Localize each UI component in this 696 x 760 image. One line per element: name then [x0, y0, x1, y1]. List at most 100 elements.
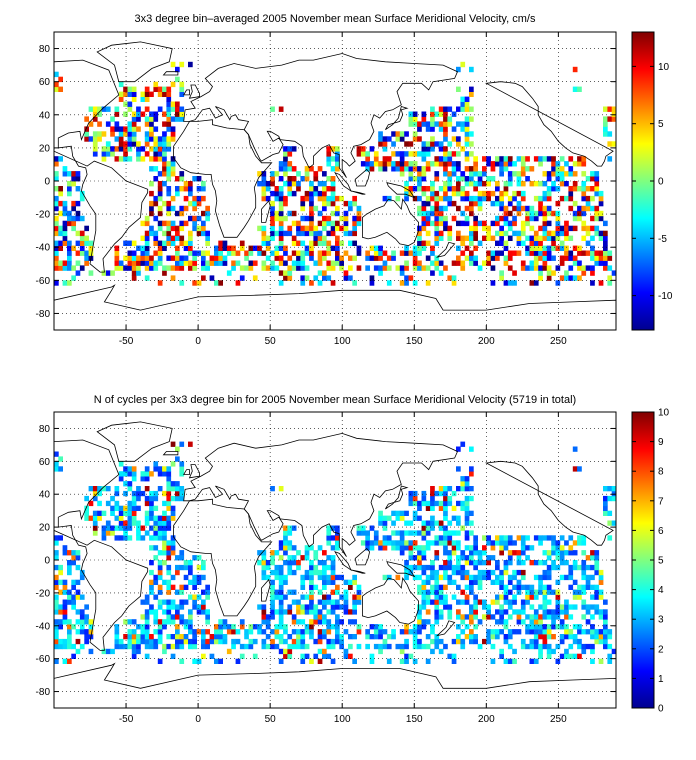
heatmap-cell	[231, 245, 236, 251]
heatmap-cell	[495, 220, 500, 227]
heatmap-cell	[391, 141, 396, 147]
heatmap-cell	[296, 181, 301, 187]
heatmap-cell	[538, 270, 543, 276]
heatmap-cell	[430, 111, 435, 117]
heatmap-cell	[123, 643, 128, 650]
heatmap-cell	[555, 624, 561, 630]
heatmap-cell	[170, 171, 176, 177]
heatmap-cell	[330, 624, 336, 630]
heatmap-cell	[568, 190, 574, 197]
heatmap-cell	[542, 569, 548, 576]
heatmap-cell	[157, 156, 163, 162]
heatmap-cell	[67, 220, 72, 227]
heatmap-cell	[170, 240, 176, 246]
heatmap-cell	[326, 624, 332, 630]
heatmap-cell	[110, 495, 115, 502]
heatmap-cell	[296, 255, 301, 261]
heatmap-cell	[179, 614, 185, 620]
heatmap-cell	[270, 560, 275, 566]
heatmap-cell	[283, 270, 288, 276]
heatmap-cell	[451, 111, 457, 117]
heatmap-cell	[425, 505, 431, 511]
heatmap-cell	[183, 220, 189, 227]
heatmap-cell	[278, 205, 284, 212]
heatmap-cell	[456, 515, 461, 521]
heatmap-cell	[335, 146, 340, 152]
heatmap-cell	[201, 265, 206, 271]
heatmap-cell	[287, 525, 293, 531]
heatmap-cell	[335, 535, 340, 541]
heatmap-cell	[594, 171, 600, 177]
heatmap-cell	[460, 550, 466, 556]
heatmap-cell	[516, 171, 522, 177]
heatmap-cell	[564, 604, 569, 610]
heatmap-cell	[317, 240, 323, 246]
heatmap-cell	[153, 176, 159, 182]
heatmap-cell	[287, 530, 293, 536]
heatmap-cell	[335, 245, 340, 251]
heatmap-cell	[278, 569, 284, 576]
heatmap-cell	[287, 210, 293, 217]
heatmap-cell	[451, 190, 457, 197]
heatmap-cell	[434, 579, 440, 585]
heatmap-cell	[529, 545, 535, 551]
heatmap-cell	[140, 634, 146, 640]
heatmap-cell	[499, 619, 504, 625]
heatmap-cell	[404, 131, 409, 137]
heatmap-cell	[542, 604, 548, 610]
heatmap-cell	[520, 638, 526, 645]
heatmap-cell	[603, 638, 608, 645]
heatmap-cell	[421, 176, 427, 182]
heatmap-cell	[348, 240, 353, 246]
heatmap-cell	[469, 584, 474, 590]
heatmap-cell	[201, 604, 206, 610]
heatmap-cell	[572, 604, 578, 610]
heatmap-cell	[304, 245, 310, 251]
heatmap-cell	[71, 643, 76, 650]
heatmap-cell	[166, 564, 172, 571]
heatmap-cell	[300, 574, 306, 581]
heatmap-cell	[101, 525, 107, 531]
heatmap-cell	[175, 176, 180, 182]
heatmap-cell	[153, 235, 159, 241]
heatmap-cell	[54, 594, 59, 600]
heatmap-cell	[542, 260, 548, 266]
heatmap-cell	[162, 560, 167, 566]
heatmap-cell	[291, 265, 297, 271]
heatmap-cell	[188, 265, 193, 271]
heatmap-cell	[434, 594, 440, 600]
heatmap-cell	[542, 589, 548, 595]
heatmap-cell	[555, 540, 561, 546]
heatmap-cell	[322, 574, 327, 581]
heatmap-cell	[62, 619, 68, 625]
heatmap-cell	[469, 471, 474, 477]
heatmap-cell	[564, 560, 569, 566]
heatmap-cell	[607, 486, 613, 492]
heatmap-cell	[144, 495, 150, 502]
heatmap-cell	[378, 131, 383, 137]
heatmap-cell	[430, 245, 435, 251]
heatmap-cell	[555, 564, 561, 571]
heatmap-cell	[434, 225, 440, 232]
heatmap-cell	[283, 525, 288, 531]
heatmap-cell	[84, 638, 89, 645]
heatmap-cell	[162, 471, 167, 477]
heatmap-cell	[62, 589, 68, 595]
heatmap-cell	[123, 530, 128, 536]
heatmap-cell	[603, 510, 608, 516]
heatmap-cell	[127, 106, 133, 112]
heatmap-cell	[577, 210, 582, 217]
heatmap-cell	[235, 250, 241, 256]
heatmap-cell	[304, 250, 310, 256]
heatmap-cell	[581, 550, 587, 556]
heatmap-cell	[71, 579, 76, 585]
heatmap-cell	[170, 643, 176, 650]
heatmap-cell	[136, 151, 141, 157]
heatmap-cell	[291, 240, 297, 246]
heatmap-cell	[170, 225, 176, 232]
heatmap-cell	[529, 215, 535, 222]
heatmap-cell	[274, 564, 280, 571]
heatmap-cell	[585, 574, 591, 581]
heatmap-cell	[464, 486, 470, 492]
heatmap-cell	[408, 250, 414, 256]
